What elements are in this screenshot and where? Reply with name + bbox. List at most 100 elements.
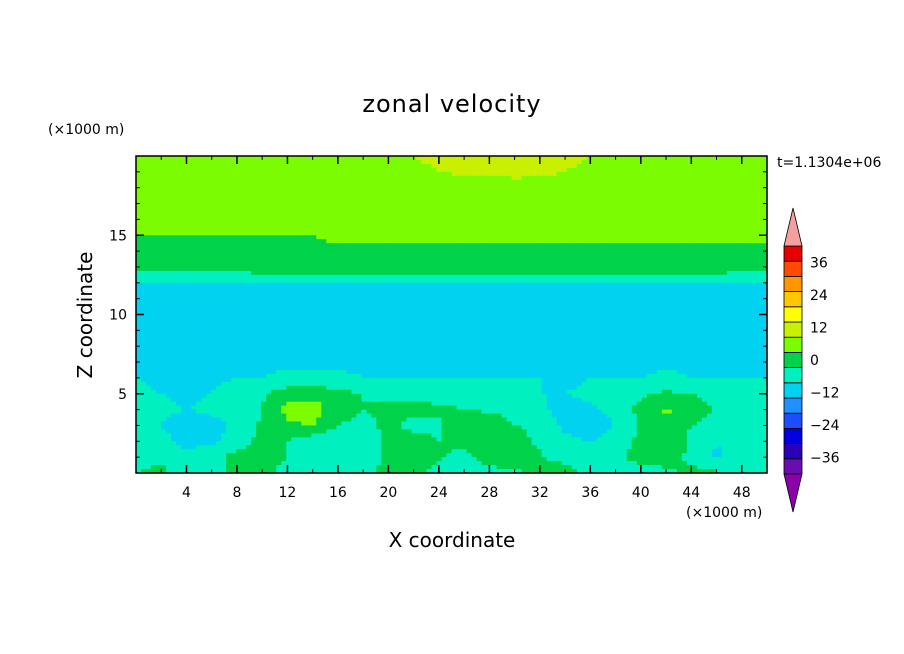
field-cell <box>371 175 377 181</box>
field-cell <box>701 286 708 292</box>
field-cell <box>296 298 302 304</box>
field-cell <box>321 203 327 209</box>
field-cell <box>326 199 332 205</box>
field-cell <box>611 203 618 209</box>
field-cell <box>581 251 588 256</box>
field-cell <box>261 215 267 220</box>
field-cell <box>536 282 543 288</box>
field-cell <box>551 191 558 197</box>
field-cell <box>146 183 152 189</box>
field-cell <box>401 156 408 161</box>
field-cell <box>626 243 633 248</box>
field-cell <box>176 294 182 300</box>
field-cell <box>411 219 418 224</box>
field-cell <box>171 179 177 185</box>
field-cell <box>156 266 162 272</box>
field-cell <box>586 175 593 181</box>
field-cell <box>566 171 573 177</box>
field-cell <box>246 282 252 288</box>
field-cell <box>401 231 408 236</box>
field-cell <box>246 255 252 260</box>
field-cell <box>426 203 433 209</box>
field-cell <box>511 215 518 220</box>
field-cell <box>691 274 698 280</box>
field-cell <box>276 251 282 256</box>
field-cell <box>601 243 608 248</box>
field-cell <box>341 294 347 300</box>
field-cell <box>481 243 488 248</box>
field-cell <box>636 171 643 177</box>
field-cell <box>671 171 678 177</box>
field-cell <box>271 195 277 201</box>
field-cell <box>391 251 398 256</box>
field-cell <box>591 259 598 264</box>
field-cell <box>436 270 443 276</box>
field-cell <box>431 262 438 268</box>
field-cell <box>761 259 768 264</box>
field-cell <box>141 259 147 264</box>
field-cell <box>461 302 468 308</box>
field-cell <box>186 239 192 244</box>
field-cell <box>301 235 307 240</box>
field-cell <box>431 163 438 169</box>
field-cell <box>326 298 332 304</box>
field-cell <box>301 163 307 169</box>
field-cell <box>671 251 678 256</box>
field-cell <box>716 282 723 288</box>
field-cell <box>266 251 272 256</box>
field-cell <box>291 159 297 165</box>
field-cell <box>541 156 548 161</box>
field-cell <box>641 255 648 260</box>
field-cell <box>521 278 528 284</box>
field-cell <box>376 262 382 268</box>
field-cell <box>426 187 433 193</box>
field-cell <box>506 306 513 312</box>
field-cell <box>531 274 538 280</box>
field-cell <box>576 306 583 312</box>
field-cell <box>471 274 478 280</box>
field-cell <box>276 187 282 193</box>
field-cell <box>641 156 648 161</box>
field-cell <box>651 251 658 256</box>
field-cell <box>251 211 257 217</box>
field-cell <box>176 159 182 165</box>
field-cell <box>436 247 443 252</box>
field-cell <box>386 199 393 205</box>
field-cell <box>136 223 142 228</box>
field-cell <box>371 282 377 288</box>
field-cell <box>251 167 257 173</box>
field-cell <box>436 187 443 193</box>
field-cell <box>626 274 633 280</box>
field-cell <box>681 231 688 236</box>
field-cell <box>231 163 237 169</box>
field-cell <box>541 274 548 280</box>
field-cell <box>536 183 543 189</box>
field-cell <box>566 175 573 181</box>
field-cell <box>496 215 503 220</box>
field-cell <box>211 207 217 213</box>
field-cell <box>591 167 598 173</box>
field-cell <box>481 175 488 181</box>
field-cell <box>371 255 377 260</box>
field-cell <box>316 310 322 316</box>
field-cell <box>601 163 608 169</box>
field-cell <box>641 247 648 252</box>
field-cell <box>686 274 693 280</box>
field-cell <box>256 223 262 228</box>
field-cell <box>436 207 443 213</box>
field-cell <box>536 251 543 256</box>
field-cell <box>551 259 558 264</box>
field-cell <box>256 294 262 300</box>
field-cell <box>586 235 593 240</box>
field-cell <box>261 191 267 197</box>
field-cell <box>406 187 413 193</box>
field-cell <box>366 274 372 280</box>
field-cell <box>681 175 688 181</box>
field-cell <box>361 195 367 201</box>
field-cell <box>676 247 683 252</box>
field-cell <box>326 231 332 236</box>
field-cell <box>511 199 518 205</box>
field-cell <box>526 262 533 268</box>
field-cell <box>686 239 693 244</box>
field-cell <box>621 179 628 185</box>
